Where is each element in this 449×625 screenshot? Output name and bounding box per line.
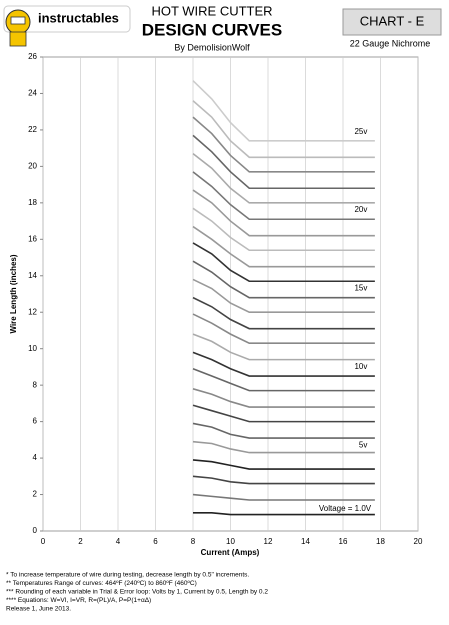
curve — [192, 116, 375, 173]
logo-text: instructables — [38, 10, 119, 25]
curve — [192, 100, 375, 159]
curve — [192, 475, 375, 485]
y-tick-label: 0 — [33, 526, 38, 535]
x-tick-label: 18 — [376, 537, 385, 546]
y-tick-label: 4 — [33, 453, 38, 462]
curve — [192, 388, 375, 408]
y-tick-label: 24 — [28, 89, 37, 98]
curve — [192, 296, 375, 330]
x-tick-label: 20 — [414, 537, 423, 546]
curve — [192, 189, 375, 237]
x-tick-label: 6 — [153, 537, 158, 546]
x-tick-label: 0 — [41, 537, 46, 546]
curve — [192, 260, 375, 299]
curve — [192, 404, 375, 423]
y-axis-label: Wire Length (inches) — [9, 254, 18, 333]
curve — [192, 278, 375, 314]
footnote: Release 1, June 2013. — [6, 606, 71, 613]
y-tick-label: 6 — [33, 417, 38, 426]
curve — [192, 225, 375, 268]
y-tick-label: 2 — [33, 490, 38, 499]
x-tick-label: 10 — [226, 537, 235, 546]
curve — [192, 242, 375, 283]
annotation: 25v — [354, 127, 367, 136]
subtitle: DESIGN CURVES — [142, 20, 282, 39]
curve — [192, 313, 375, 345]
footnote: *** Rounding of each variable in Trial &… — [6, 589, 268, 596]
curve — [192, 368, 375, 392]
x-tick-label: 8 — [191, 537, 196, 546]
curve — [192, 333, 375, 361]
x-tick-label: 14 — [301, 537, 310, 546]
y-tick-label: 26 — [28, 52, 37, 61]
curve — [192, 440, 375, 454]
curve — [192, 351, 375, 377]
y-tick-label: 8 — [33, 380, 38, 389]
footnote: ** Temperatures Range of curves: 464ºF (… — [6, 580, 197, 587]
curve — [192, 171, 375, 221]
curve — [193, 511, 375, 516]
logo: instructables — [3, 5, 131, 47]
y-tick-label: 12 — [28, 307, 37, 316]
x-tick-label: 4 — [116, 537, 121, 546]
title: HOT WIRE CUTTER — [151, 3, 272, 18]
curve — [192, 459, 375, 470]
y-tick-label: 14 — [28, 271, 37, 280]
annotation: Voltage = 1.0V — [319, 504, 372, 513]
footnote: **** Equations: W=VI, I=VR, R=(PL)/A, P=… — [6, 597, 151, 604]
annotation: 5v — [359, 440, 367, 449]
y-tick-label: 16 — [28, 234, 37, 243]
x-tick-label: 2 — [78, 537, 83, 546]
gauge: 22 Gauge Nichrome — [350, 38, 431, 48]
y-tick-label: 22 — [28, 125, 37, 134]
curve — [192, 493, 375, 501]
chart-id: CHART - E — [360, 13, 425, 28]
author: By DemolisionWolf — [174, 42, 250, 52]
curve — [192, 152, 375, 204]
curve — [192, 80, 375, 142]
curve — [192, 207, 375, 252]
x-axis-label: Current (Amps) — [201, 548, 260, 557]
x-tick-label: 12 — [264, 537, 273, 546]
chart-id-box — [342, 8, 442, 36]
y-tick-label: 10 — [28, 344, 37, 353]
y-tick-label: 20 — [28, 161, 37, 170]
curve — [192, 134, 375, 190]
annotation: 10v — [354, 362, 367, 371]
y-tick-label: 18 — [28, 198, 37, 207]
annotation: 15v — [354, 284, 367, 293]
x-tick-label: 16 — [339, 537, 348, 546]
footnote: * To increase temperature of wire during… — [6, 572, 249, 579]
curve — [192, 422, 375, 439]
annotation: 20v — [354, 205, 367, 214]
